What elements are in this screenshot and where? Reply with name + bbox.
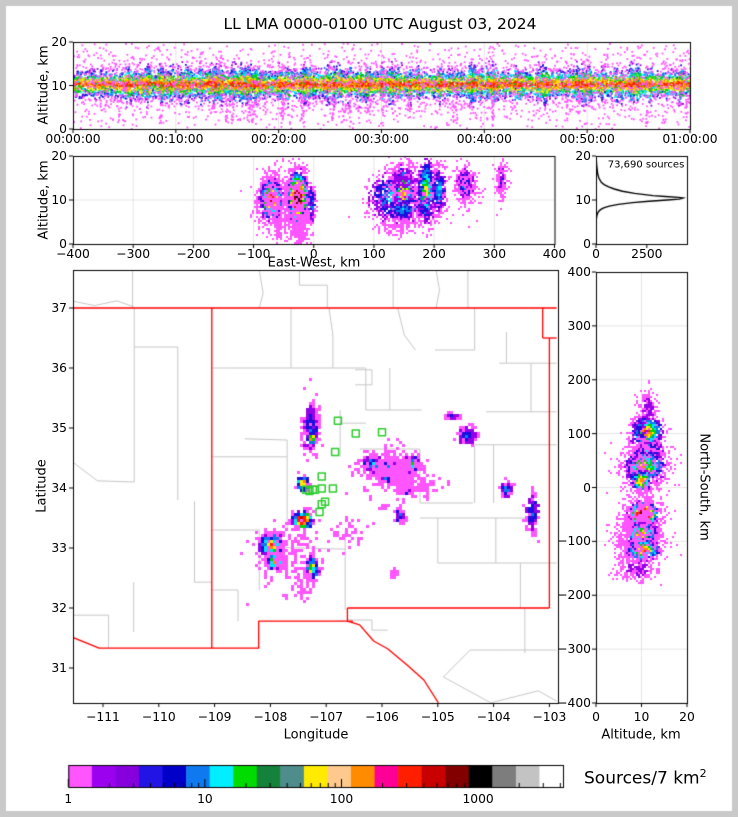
source-count-annotation: 73,690 sources	[607, 159, 685, 171]
time-height-ylabel: Altitude, km	[36, 45, 52, 125]
tick-label: 00:50:00	[559, 132, 615, 146]
tick-label: 01:00:00	[662, 132, 718, 146]
tick-label: 37	[51, 301, 67, 315]
tick-label: 00:00:00	[45, 132, 101, 146]
tick-label: 100	[567, 426, 591, 441]
tick-label: 100	[329, 792, 354, 806]
tick-label: 00:20:00	[251, 132, 307, 146]
tick-label: −100	[557, 534, 591, 549]
east-west-xlabel: East-West, km	[267, 255, 361, 271]
tick-label: 10	[197, 792, 213, 806]
tick-label: 31	[51, 661, 67, 675]
map-xlabel: Longitude	[283, 727, 349, 743]
tick-label: 200	[422, 247, 446, 261]
north-south-xlabel: Altitude, km	[601, 727, 681, 743]
tick-label: −300	[116, 247, 151, 261]
tick-label: 34	[51, 481, 67, 495]
tick-label: 300	[482, 247, 507, 261]
north-south-ylabel: North-South, km	[696, 433, 712, 541]
colorbar-title-text: Sources/7 km	[584, 768, 700, 789]
tick-label: 300	[567, 318, 591, 333]
map-ylabel: Latitude	[34, 459, 50, 513]
tick-label: −103	[532, 710, 567, 724]
tick-label: 20	[51, 149, 67, 163]
tick-label: 00:10:00	[148, 132, 204, 146]
tick-label: 33	[51, 541, 67, 555]
tick-label: 200	[567, 372, 591, 387]
colorbar-title: Sources/7 km2	[584, 767, 707, 789]
tick-label: −200	[557, 588, 591, 603]
tick-label: 0	[309, 247, 318, 261]
tick-label: 10	[51, 193, 67, 207]
tick-label: −400	[557, 696, 591, 710]
tick-label: 0	[592, 247, 600, 261]
tick-label: 20	[575, 149, 591, 163]
tick-label: 400	[542, 247, 567, 261]
tick-label: −108	[253, 710, 288, 724]
tick-label: 2500	[631, 247, 663, 261]
tick-label: −105	[420, 710, 455, 724]
tick-label: 35	[51, 421, 67, 435]
tick-label: 36	[51, 361, 67, 375]
tick-label: 1	[64, 792, 73, 806]
figure-title: LL LMA 0000-0100 UTC August 03, 2024	[223, 15, 537, 33]
tick-label: −300	[557, 642, 591, 657]
tick-label: −200	[176, 247, 211, 261]
tick-label: −110	[141, 710, 176, 724]
tick-label: 00:40:00	[456, 132, 512, 146]
tick-label: 0	[583, 237, 591, 251]
tick-label: 400	[567, 265, 591, 279]
tick-label: −106	[365, 710, 399, 724]
east-west-ylabel: Altitude, km	[36, 160, 52, 240]
tick-label: −107	[309, 710, 344, 724]
tick-label: 100	[362, 247, 386, 261]
tick-label: 0	[59, 237, 67, 251]
tick-label: 0	[583, 480, 591, 495]
tick-label: −109	[197, 710, 232, 724]
tick-label: 32	[51, 601, 67, 615]
tick-label: 0	[59, 122, 67, 136]
tick-label: 10	[575, 193, 591, 207]
tick-label: −100	[236, 247, 271, 261]
tick-label: 00:30:00	[353, 132, 410, 146]
tick-label: −111	[86, 710, 120, 724]
tick-label: 10	[51, 78, 67, 93]
tick-label: 10	[633, 710, 650, 724]
tick-label: −400	[56, 247, 90, 261]
tick-label: 20	[51, 35, 67, 49]
tick-label: −104	[476, 710, 511, 724]
colorbar-title-exponent: 2	[699, 767, 707, 780]
tick-label: 0	[592, 710, 600, 724]
tick-label: 1000	[462, 792, 494, 806]
tick-label: 20	[679, 710, 695, 724]
